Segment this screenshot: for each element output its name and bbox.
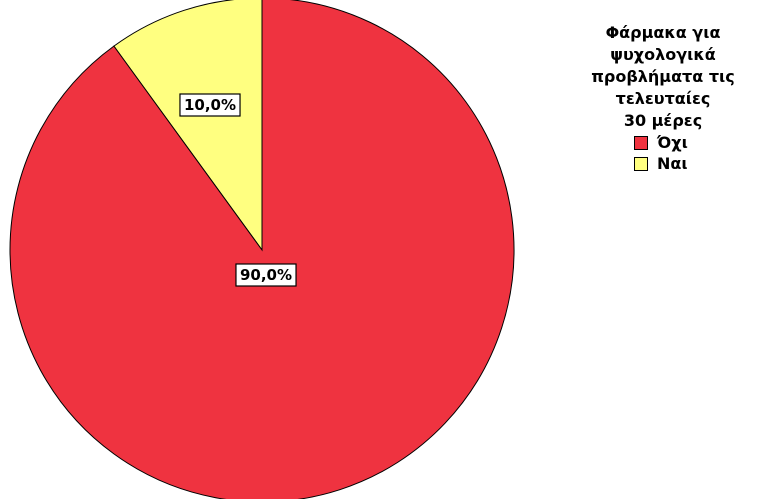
legend-swatch-nai [634,156,648,171]
pie-slice-oxi [9,0,515,503]
pie-slice-nai [113,0,263,252]
svg-text:10,0%: 10,0% [184,96,236,114]
legend-item-oxi: Όχι [634,132,748,153]
legend-swatch-oxi [634,135,648,150]
legend: Φάρμακα για ψυχολογικά προβλήματα τις τε… [578,22,748,174]
legend-label-nai: Ναι [657,154,688,173]
legend-title: Φάρμακα για ψυχολογικά προβλήματα τις τε… [591,23,735,130]
data-label-oxi: 90,0% [235,263,297,287]
legend-label-oxi: Όχι [657,133,688,152]
svg-text:90,0%: 90,0% [240,266,292,284]
data-label-nai: 10,0% [179,93,241,117]
legend-item-nai: Ναι [634,153,748,174]
legend-list: Όχι Ναι [634,132,748,174]
